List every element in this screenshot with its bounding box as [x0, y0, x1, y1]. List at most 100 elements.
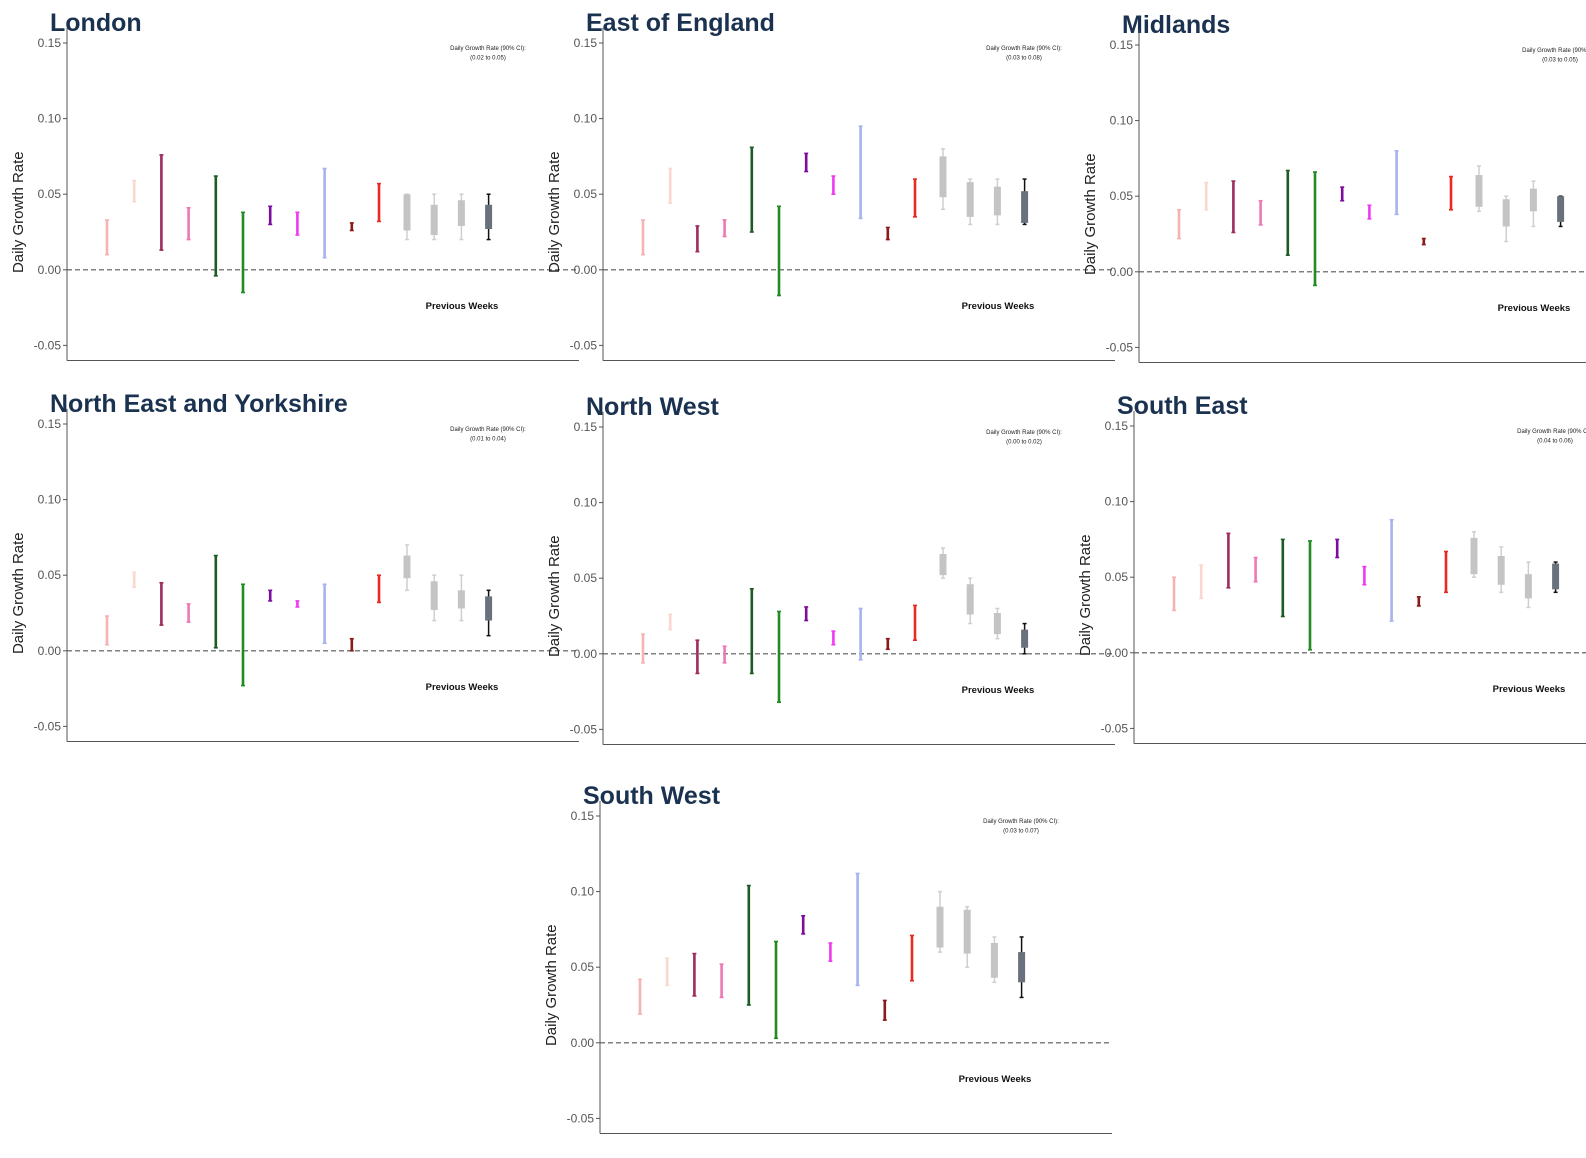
y-tick-label: -0.05: [567, 1111, 595, 1125]
panel-title: East of England: [586, 9, 775, 37]
y-tick-label: 0.10: [571, 885, 595, 899]
y-tick-label: 0.00: [574, 263, 598, 277]
y-tick-label: 0.05: [574, 571, 598, 585]
ci-annotation-label: Daily Growth Rate (90% CI):: [986, 46, 1062, 52]
chart-svg: Daily Growth Rate 0.15 0.10 0.05 0.00 -0.05 Da…: [546, 27, 1115, 362]
previous-weeks-label: Previous Weeks: [959, 1074, 1032, 1085]
previous-week-box: [457, 590, 465, 609]
panel-midlands: Midlands Daily Growth Rate 0.15 0.10 0.05 0.…: [1082, 7, 1586, 387]
y-tick-label: 0.10: [574, 112, 598, 126]
previous-week-box: [963, 909, 971, 954]
previous-week-box: [1524, 574, 1532, 599]
previous-weeks-label: Previous Weeks: [426, 682, 499, 693]
y-tick-label: 0.10: [38, 493, 62, 507]
previous-week-box: [1497, 556, 1505, 585]
previous-week-box: [430, 204, 438, 236]
y-axis-label: Daily Growth Rate: [1077, 534, 1094, 656]
y-tick-label: 0.15: [574, 420, 598, 434]
chart-svg: Daily Growth Rate 0.15 0.10 0.05 0.00 -0.05 Da…: [543, 800, 1112, 1135]
y-tick-label: -0.05: [1106, 340, 1134, 354]
y-tick-label: -0.05: [34, 719, 62, 733]
y-tick-label: 0.15: [1110, 38, 1134, 52]
panel-south-east: South East Daily Growth Rate 0.15 0.10 0.05…: [1077, 388, 1586, 768]
previous-week-box: [1475, 175, 1483, 207]
previous-week-box: [1018, 952, 1026, 983]
y-tick-label: 0.00: [1110, 265, 1134, 279]
previous-week-box: [966, 584, 974, 615]
panel-east-of-england: East of England Daily Growth Rate 0.15 0.1…: [546, 5, 1116, 385]
previous-week-box: [936, 906, 944, 948]
panel-title: North East and Yorkshire: [50, 390, 348, 418]
previous-week-box: [1021, 629, 1029, 648]
y-tick-label: -0.05: [34, 338, 62, 352]
previous-weeks-label: Previous Weeks: [1498, 303, 1571, 314]
y-tick-label: -0.05: [1101, 721, 1129, 735]
panel-title: Midlands: [1122, 11, 1231, 39]
previous-week-box: [1470, 537, 1478, 575]
panel-london: London Daily Growth Rate 0.15 0.10 0.05 0.00…: [10, 5, 580, 385]
ci-annotation-label: Daily Growth Rate (90% CI):: [1517, 429, 1586, 435]
y-tick-label: 0.10: [38, 112, 62, 126]
y-tick-label: -0.05: [570, 722, 598, 736]
ci-annotation-value: (0.01 to 0.04): [470, 437, 506, 443]
chart-svg: Daily Growth Rate 0.15 0.10 0.05 0.00 -0.05 Da…: [10, 408, 579, 743]
ci-annotation-value: (0.04 to 0.06): [1537, 439, 1573, 445]
ci-annotation-value: (0.02 to 0.05): [470, 56, 506, 62]
previous-weeks-label: Previous Weeks: [962, 301, 1035, 312]
y-tick-label: 0.05: [574, 187, 598, 201]
y-tick-label: 0.10: [574, 496, 598, 510]
y-tick-label: 0.00: [38, 263, 62, 277]
y-axis-label: Daily Growth Rate: [1082, 153, 1099, 275]
y-tick-label: 0.05: [1110, 189, 1134, 203]
chart-svg: Daily Growth Rate 0.15 0.10 0.05 0.00 -0.05 Da…: [10, 27, 579, 362]
y-tick-label: 0.05: [38, 187, 62, 201]
previous-week-box: [1502, 199, 1510, 227]
y-tick-label: 0.15: [38, 36, 62, 50]
ci-annotation-value: (0.03 to 0.05): [1542, 58, 1578, 64]
previous-week-box: [430, 581, 438, 610]
previous-week-box: [403, 194, 411, 231]
y-tick-label: 0.15: [38, 417, 62, 431]
previous-week-box: [1552, 563, 1560, 590]
previous-week-box: [485, 204, 493, 229]
panel-north-east-and-yorkshire: North East and Yorkshire Daily Growth Ra…: [10, 386, 580, 766]
y-tick-label: 0.00: [571, 1036, 595, 1050]
y-tick-label: 0.05: [1105, 570, 1129, 584]
previous-week-box: [403, 555, 411, 579]
ci-annotation-value: (0.03 to 0.07): [1003, 829, 1039, 835]
previous-weeks-label: Previous Weeks: [962, 685, 1035, 696]
y-axis-label: Daily Growth Rate: [10, 532, 27, 654]
ci-annotation-label: Daily Growth Rate (90% CI):: [986, 430, 1062, 436]
previous-week-box: [457, 200, 465, 226]
y-tick-label: 0.10: [1110, 114, 1134, 128]
previous-week-box: [1529, 188, 1537, 212]
previous-week-box: [939, 156, 947, 198]
y-tick-label: -0.05: [570, 338, 598, 352]
previous-week-box: [993, 612, 1001, 635]
y-tick-label: 0.15: [571, 809, 595, 823]
y-tick-label: 0.10: [1105, 495, 1129, 509]
y-axis-label: Daily Growth Rate: [10, 151, 27, 273]
panel-title: London: [50, 9, 142, 37]
panel-south-west: South West Daily Growth Rate 0.15 0.10 0.05…: [543, 778, 1113, 1158]
y-tick-label: 0.00: [574, 647, 598, 661]
y-axis-label: Daily Growth Rate: [543, 924, 560, 1046]
previous-week-box: [993, 186, 1001, 216]
previous-week-box: [990, 943, 998, 978]
y-axis-label: Daily Growth Rate: [546, 535, 563, 657]
previous-week-box: [1557, 196, 1565, 222]
panel-north-west: North West Daily Growth Rate 0.15 0.10 0.05…: [546, 389, 1116, 769]
panel-title: North West: [586, 393, 719, 421]
y-axis-label: Daily Growth Rate: [546, 151, 563, 273]
panel-title: South West: [583, 782, 721, 810]
y-tick-label: 0.15: [574, 36, 598, 50]
previous-week-box: [1021, 191, 1029, 223]
y-tick-label: 0.05: [571, 960, 595, 974]
chart-svg: Daily Growth Rate 0.15 0.10 0.05 0.00 -0.05 Da…: [1082, 29, 1586, 364]
ci-annotation-label: Daily Growth Rate (90% CI):: [983, 819, 1059, 825]
previous-weeks-label: Previous Weeks: [426, 301, 499, 312]
chart-svg: Daily Growth Rate 0.15 0.10 0.05 0.00 -0.05 Da…: [546, 411, 1115, 746]
panel-title: South East: [1117, 392, 1248, 420]
ci-annotation-value: (0.00 to 0.02): [1006, 440, 1042, 446]
y-tick-label: 0.00: [1105, 646, 1129, 660]
